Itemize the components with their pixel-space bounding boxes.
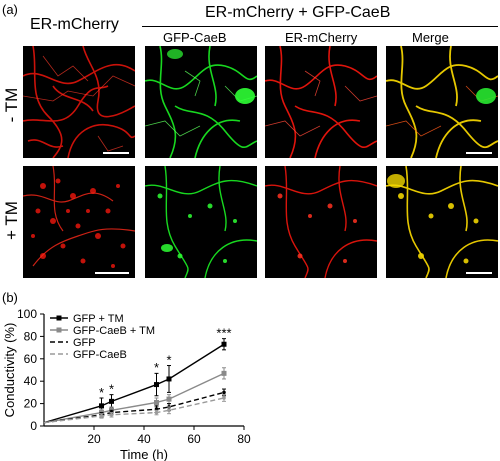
data-point <box>221 370 227 376</box>
y-axis-label: Conductivity (%) <box>2 323 17 418</box>
data-point <box>99 403 104 409</box>
x-axis-label: Time (h) <box>120 447 168 461</box>
data-point <box>99 414 104 418</box>
scale-bar <box>466 152 492 154</box>
data-point <box>109 398 114 404</box>
micrograph-er-mcherry-coexp-minus-tm <box>265 46 377 158</box>
x-tick-label: 60 <box>187 432 201 446</box>
significance-marker: * <box>166 352 171 367</box>
sub-header-er-mcherry: ER-mCherry <box>285 30 358 45</box>
data-point <box>154 410 159 415</box>
micrograph-gfp-caeb-plus-tm <box>145 166 257 278</box>
panel-b-tag: (b) <box>2 290 18 305</box>
x-tick-label: 80 <box>237 432 251 446</box>
legend-marker-1 <box>56 327 62 333</box>
sub-header-gfp-caeb: GFP-CaeB <box>163 30 227 45</box>
panel-a-tag: (a) <box>2 2 18 17</box>
data-point <box>154 399 159 405</box>
scale-bar <box>103 152 129 154</box>
y-tick-label: 100 <box>17 307 37 321</box>
series-line-0 <box>43 343 225 424</box>
sub-header-merge: Merge <box>412 30 449 45</box>
data-point <box>222 396 226 400</box>
scale-bar <box>95 272 129 274</box>
col-header-er-mcherry: ER-mCherry <box>30 16 119 33</box>
data-point <box>166 376 172 382</box>
data-point <box>167 408 171 413</box>
significance-marker: * <box>99 385 104 400</box>
y-tick-label: 60 <box>24 352 38 366</box>
micrograph-merge-minus-tm <box>386 46 498 158</box>
col-header-group: ER-mCherry + GFP-CaeB <box>205 4 391 21</box>
legend-label-2: GFP <box>73 337 96 349</box>
legend-label-3: GFP-CaeB <box>73 349 127 361</box>
conductivity-chart: 0 20 40 60 80 100 20 40 60 80 Time (h) Conductivity… <box>2 307 251 461</box>
x-tick-label: 20 <box>87 432 101 446</box>
legend-marker-0 <box>56 315 62 321</box>
significance-marker: * <box>109 382 114 397</box>
data-point <box>166 396 172 402</box>
y-tick-label: 40 <box>24 374 38 388</box>
series-line-2 <box>43 391 225 424</box>
micrograph-er-mcherry-plus-tm <box>23 166 135 278</box>
data-point <box>222 390 226 395</box>
micrograph-er-mcherry-minus-tm <box>23 46 135 158</box>
legend-label-1: GFP-CaeB + TM <box>73 325 155 337</box>
y-tick-label: 0 <box>30 419 37 433</box>
y-tick-label: 20 <box>24 397 38 411</box>
row-label-plus-tm: + TM <box>2 201 21 240</box>
y-tick-label: 80 <box>24 329 38 343</box>
micrograph-merge-plus-tm <box>386 166 498 278</box>
group-divider <box>142 26 498 27</box>
data-point <box>109 413 114 417</box>
significance-marker: *** <box>216 326 231 341</box>
data-point <box>154 382 159 388</box>
row-label-minus-tm: - TM <box>2 87 21 123</box>
data-point <box>221 341 227 347</box>
significance-marker: * <box>154 360 159 375</box>
legend-label-0: GFP + TM <box>73 313 124 325</box>
series-line-3 <box>43 397 225 424</box>
micrograph-gfp-caeb-minus-tm <box>145 46 257 158</box>
x-tick-label: 40 <box>137 432 151 446</box>
series-line-1 <box>43 372 225 424</box>
scale-bar <box>466 272 492 274</box>
micrograph-er-mcherry-coexp-plus-tm <box>265 166 377 278</box>
